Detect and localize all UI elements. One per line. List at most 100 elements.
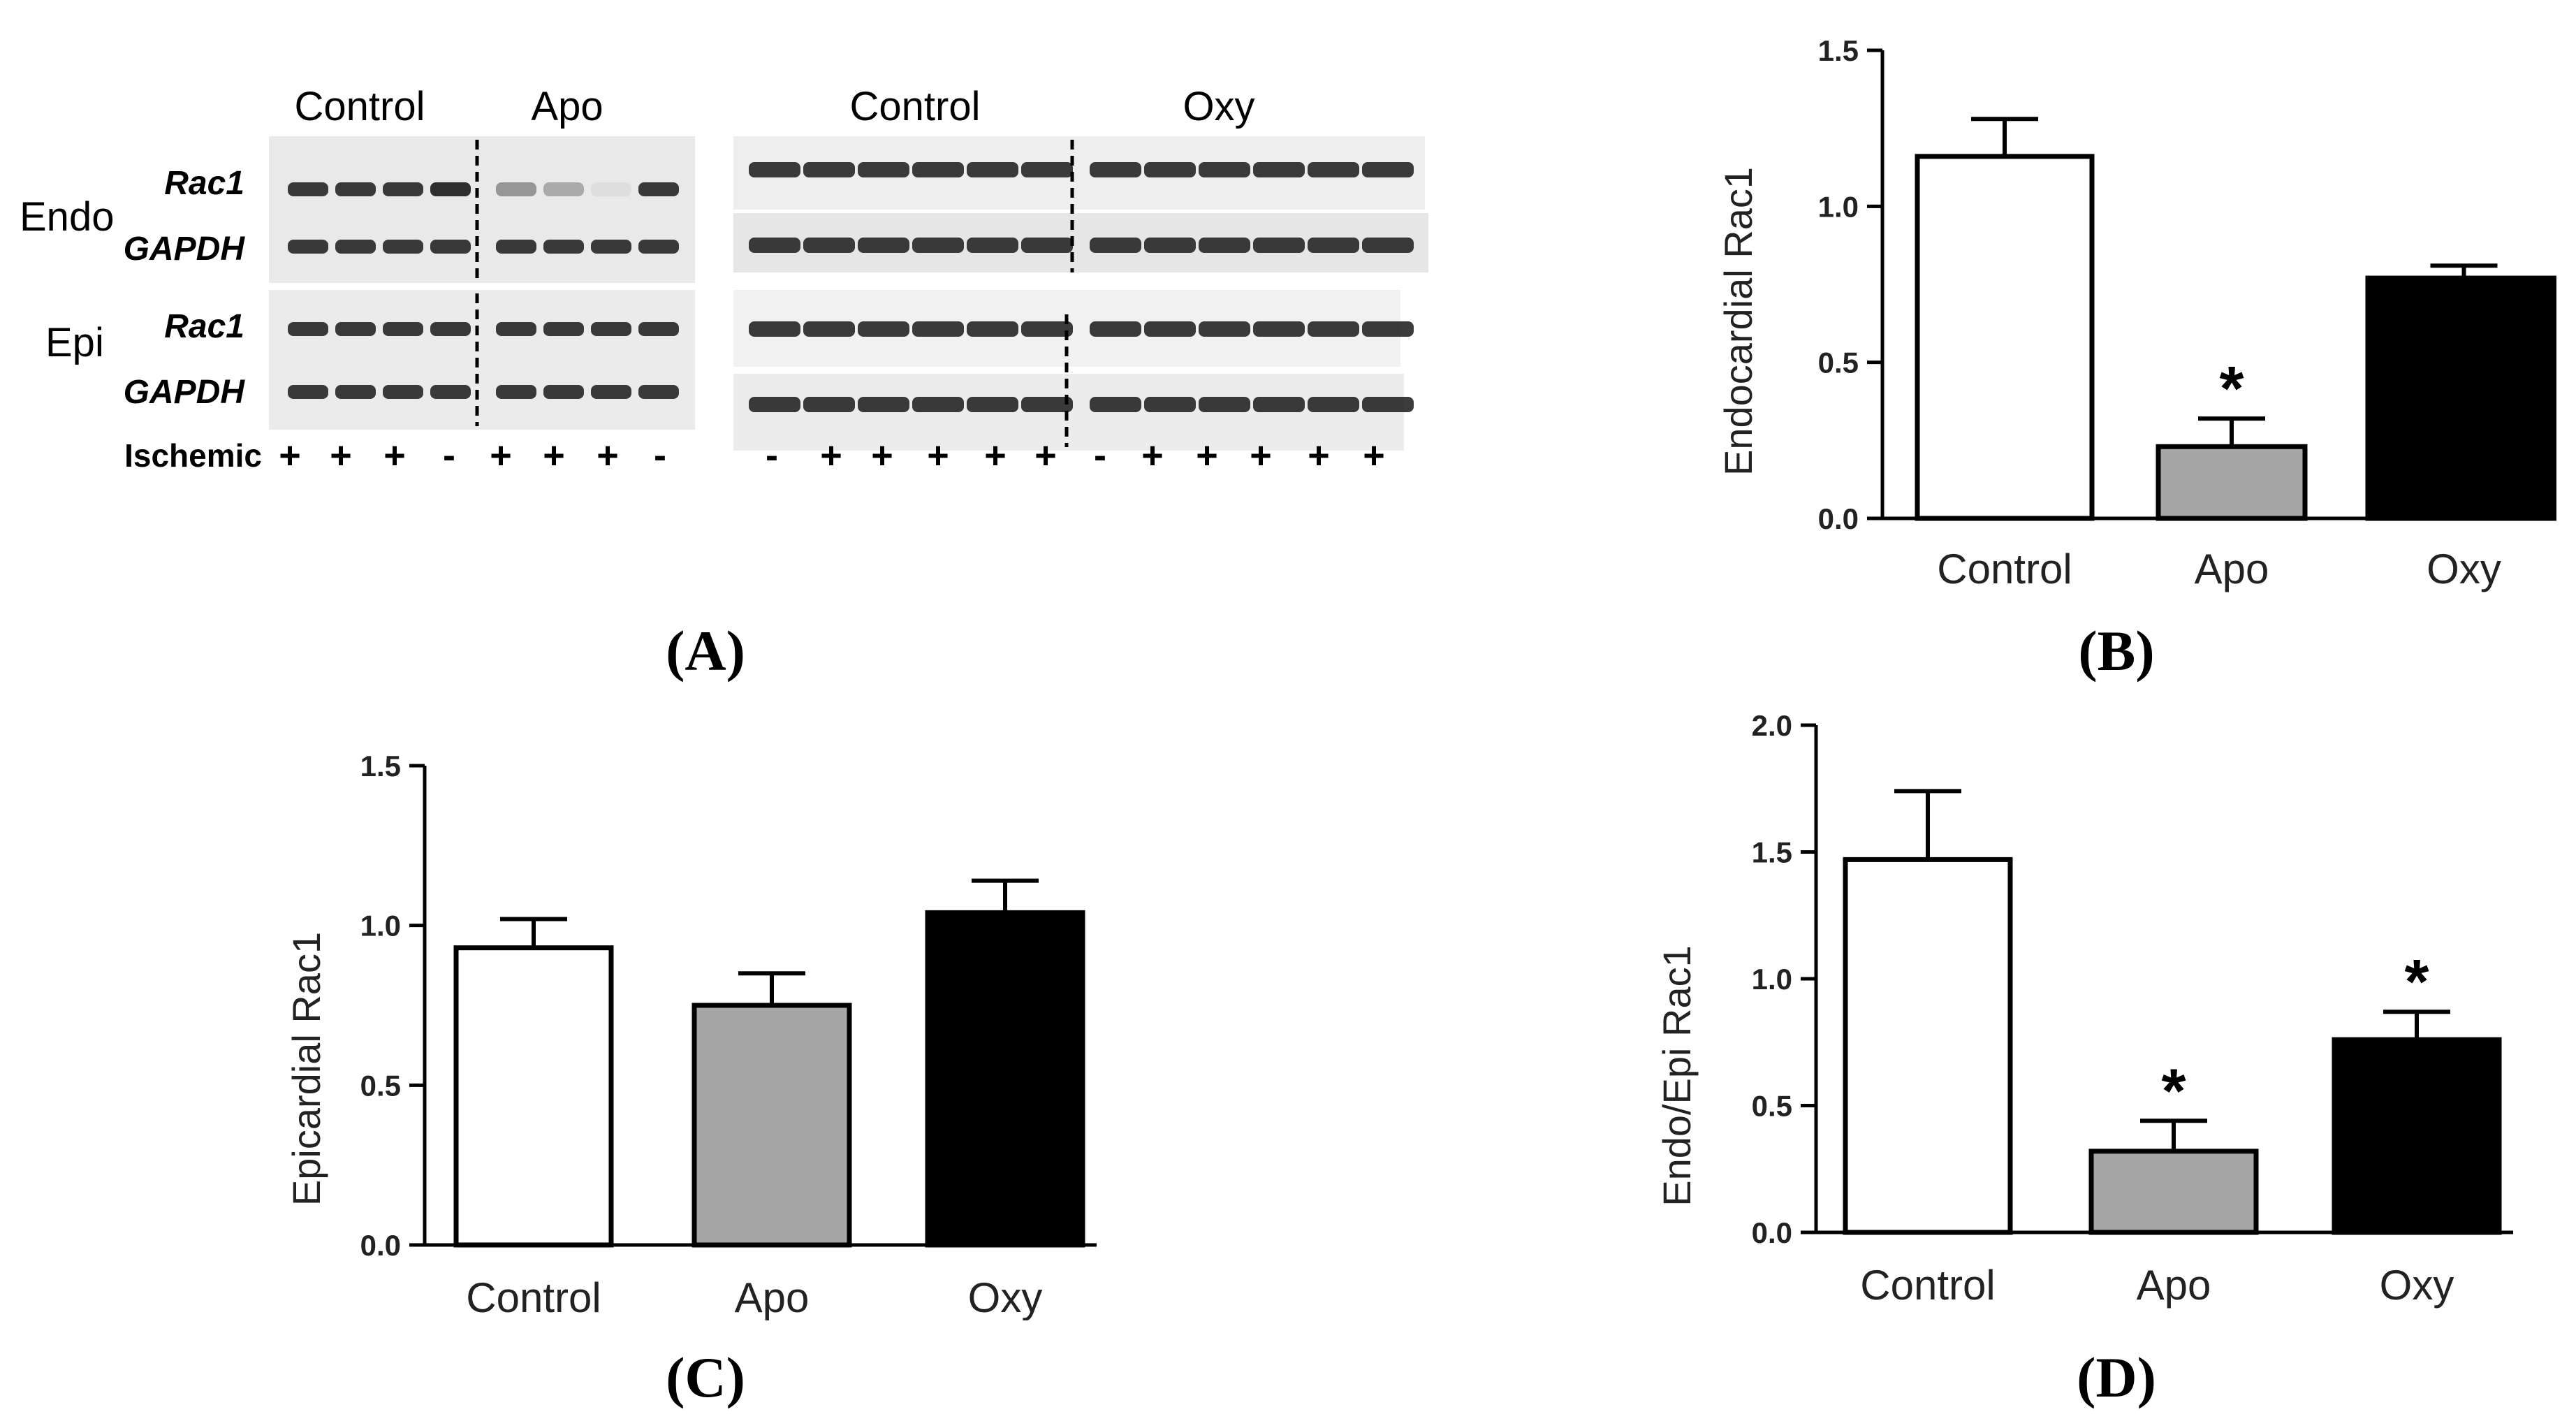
blot-band	[1362, 238, 1414, 253]
blot-band	[1199, 321, 1250, 337]
blot-band	[1308, 162, 1359, 177]
blot-band	[591, 385, 631, 399]
blot-band	[803, 397, 855, 412]
blot-band	[749, 397, 800, 412]
chart-d-category-label: Apo	[2137, 1262, 2211, 1309]
panel-label-d: (D)	[2077, 1346, 2156, 1409]
blot-band	[1308, 238, 1359, 253]
blot-band	[967, 321, 1018, 337]
blot-band	[1021, 162, 1073, 177]
chart-b-significance-marker: *	[2219, 354, 2244, 424]
blot-band	[430, 182, 471, 196]
chart-c-category-label: Apo	[735, 1274, 810, 1320]
blot-band	[543, 322, 584, 336]
chart-b-category-label: Apo	[2195, 546, 2269, 592]
blot-band	[912, 321, 964, 337]
chart-b-bar-control	[1915, 154, 2095, 521]
endo-region-label: Endo	[20, 194, 114, 240]
blot-band	[383, 182, 423, 196]
left-endo-membrane	[269, 136, 695, 283]
blot-band	[858, 162, 909, 177]
blot-band	[1253, 397, 1305, 412]
chart-d-ytick-label: 2.0	[1752, 709, 1792, 742]
blot-band	[858, 397, 909, 412]
ischemic-mark: +	[927, 435, 949, 476]
blot-band	[335, 240, 376, 254]
blot-band	[383, 322, 423, 336]
epi-gapdh-label: GAPDH	[124, 374, 246, 411]
blot-band	[591, 322, 631, 336]
blot-band	[496, 240, 536, 254]
blot-band	[967, 238, 1018, 253]
chart-b-category-label: Control	[1937, 546, 2072, 592]
ischemic-mark: -	[654, 435, 666, 476]
chart-b-ytick-label: 0.0	[1818, 502, 1859, 535]
ischemic-mark: -	[1094, 435, 1106, 476]
blot-band	[638, 322, 679, 336]
right-oxy-header: Oxy	[1183, 84, 1254, 129]
chart-b-ytick-label: 1.0	[1818, 190, 1859, 223]
blot-band	[496, 182, 536, 196]
blot-band	[1308, 321, 1359, 337]
chart-c-ytick-label: 0.0	[360, 1229, 401, 1262]
blot-bands	[288, 162, 1414, 412]
chart-d-bar-oxy	[2332, 1037, 2502, 1235]
blot-band	[288, 182, 328, 196]
blot-band	[1253, 238, 1305, 253]
blot-band	[543, 182, 584, 196]
panel-label-b: (B)	[2078, 619, 2155, 683]
endo-gapdh-label: GAPDH	[124, 231, 246, 268]
ischemic-mark: +	[1196, 435, 1218, 476]
blot-band	[591, 240, 631, 254]
ischemic-mark: +	[1250, 435, 1272, 476]
chart-b-ytick-label: 1.5	[1818, 34, 1859, 67]
blot-band	[1144, 397, 1196, 412]
chart-d-ylabel: Endo/Epi Rac1	[1655, 945, 1699, 1207]
blot-band	[335, 385, 376, 399]
chart-c-bar-oxy	[925, 910, 1085, 1248]
panel-label-c: (C)	[666, 1346, 745, 1409]
ischemic-mark: -	[443, 435, 455, 476]
ischemic-mark: +	[820, 435, 842, 476]
epi-region-label: Epi	[45, 320, 104, 365]
chart-d-ytick-label: 1.5	[1752, 836, 1792, 869]
blot-band	[1090, 238, 1141, 253]
blot-band	[1144, 238, 1196, 253]
chart-c-ytick-label: 0.5	[360, 1069, 401, 1102]
chart-b: Endocardial Rac1 0.0 0.5 1.0 1.5 Control * Ap…	[1716, 34, 2556, 592]
blot-band	[1021, 397, 1073, 412]
blot-band	[430, 385, 471, 399]
blot-band	[383, 240, 423, 254]
blot-band	[1362, 397, 1414, 412]
ischemic-marks-left: + + + - + + + -	[279, 435, 666, 476]
left-epi-membrane	[269, 290, 695, 430]
chart-d-ytick-label: 0.0	[1752, 1216, 1792, 1249]
blot-band	[1362, 162, 1414, 177]
left-control-header: Control	[295, 84, 425, 129]
blot-band	[912, 162, 964, 177]
blot-band	[638, 182, 679, 196]
blot-band	[543, 240, 584, 254]
blot-band	[1308, 397, 1359, 412]
blot-band	[803, 238, 855, 253]
ischemic-mark: +	[1308, 435, 1330, 476]
blot-band	[496, 322, 536, 336]
chart-d-category-label: Oxy	[2380, 1262, 2454, 1309]
blot-band	[803, 162, 855, 177]
ischemic-mark: +	[1363, 435, 1385, 476]
blot-band	[288, 385, 328, 399]
blot-band	[858, 321, 909, 337]
blot-band	[1199, 397, 1250, 412]
chart-d-ytick-label: 0.5	[1752, 1090, 1792, 1123]
chart-c-category-label: Oxy	[968, 1274, 1043, 1320]
blot-band	[383, 385, 423, 399]
ischemic-mark: +	[383, 435, 406, 476]
chart-b-ylabel: Endocardial Rac1	[1716, 167, 1760, 476]
chart-b-category-label: Oxy	[2427, 546, 2501, 592]
blot-band	[1253, 321, 1305, 337]
blot-band	[335, 322, 376, 336]
blot-band	[1253, 162, 1305, 177]
blot-band	[1090, 321, 1141, 337]
blot-band	[1090, 397, 1141, 412]
chart-d-significance-marker: *	[2161, 1056, 2186, 1126]
